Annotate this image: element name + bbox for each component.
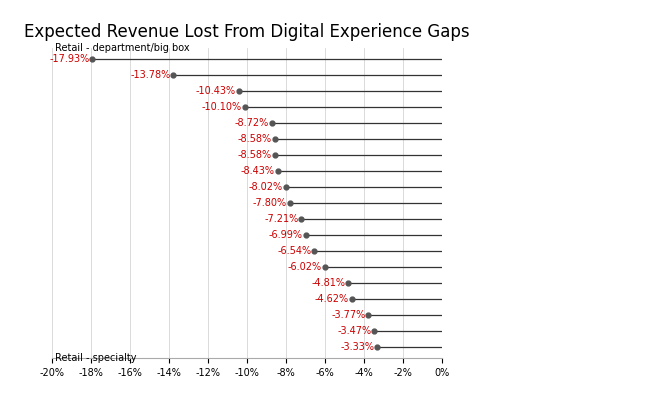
- Text: -4.81%: -4.81%: [311, 278, 345, 288]
- Text: Retail - department/big box: Retail - department/big box: [55, 43, 190, 53]
- Text: -3.77%: -3.77%: [332, 310, 365, 320]
- Title: Expected Revenue Lost From Digital Experience Gaps: Expected Revenue Lost From Digital Exper…: [24, 23, 470, 41]
- Text: -3.33%: -3.33%: [340, 342, 374, 352]
- Text: -8.43%: -8.43%: [240, 166, 275, 176]
- Text: -10.43%: -10.43%: [196, 86, 236, 96]
- Text: -17.93%: -17.93%: [49, 54, 90, 64]
- Text: -13.78%: -13.78%: [130, 70, 170, 80]
- Text: -6.02%: -6.02%: [287, 262, 322, 272]
- Text: Retail - specialty: Retail - specialty: [55, 353, 136, 363]
- Text: -8.58%: -8.58%: [238, 134, 272, 144]
- Text: -6.54%: -6.54%: [278, 246, 311, 256]
- Text: -6.99%: -6.99%: [268, 230, 303, 240]
- Text: -8.72%: -8.72%: [235, 118, 269, 128]
- Text: -3.47%: -3.47%: [337, 326, 371, 336]
- Text: -7.21%: -7.21%: [265, 214, 298, 224]
- Text: -7.80%: -7.80%: [253, 198, 287, 208]
- Text: -4.62%: -4.62%: [315, 294, 349, 304]
- Text: -8.02%: -8.02%: [248, 182, 283, 192]
- Text: -10.10%: -10.10%: [202, 102, 242, 112]
- Text: -8.58%: -8.58%: [238, 150, 272, 160]
